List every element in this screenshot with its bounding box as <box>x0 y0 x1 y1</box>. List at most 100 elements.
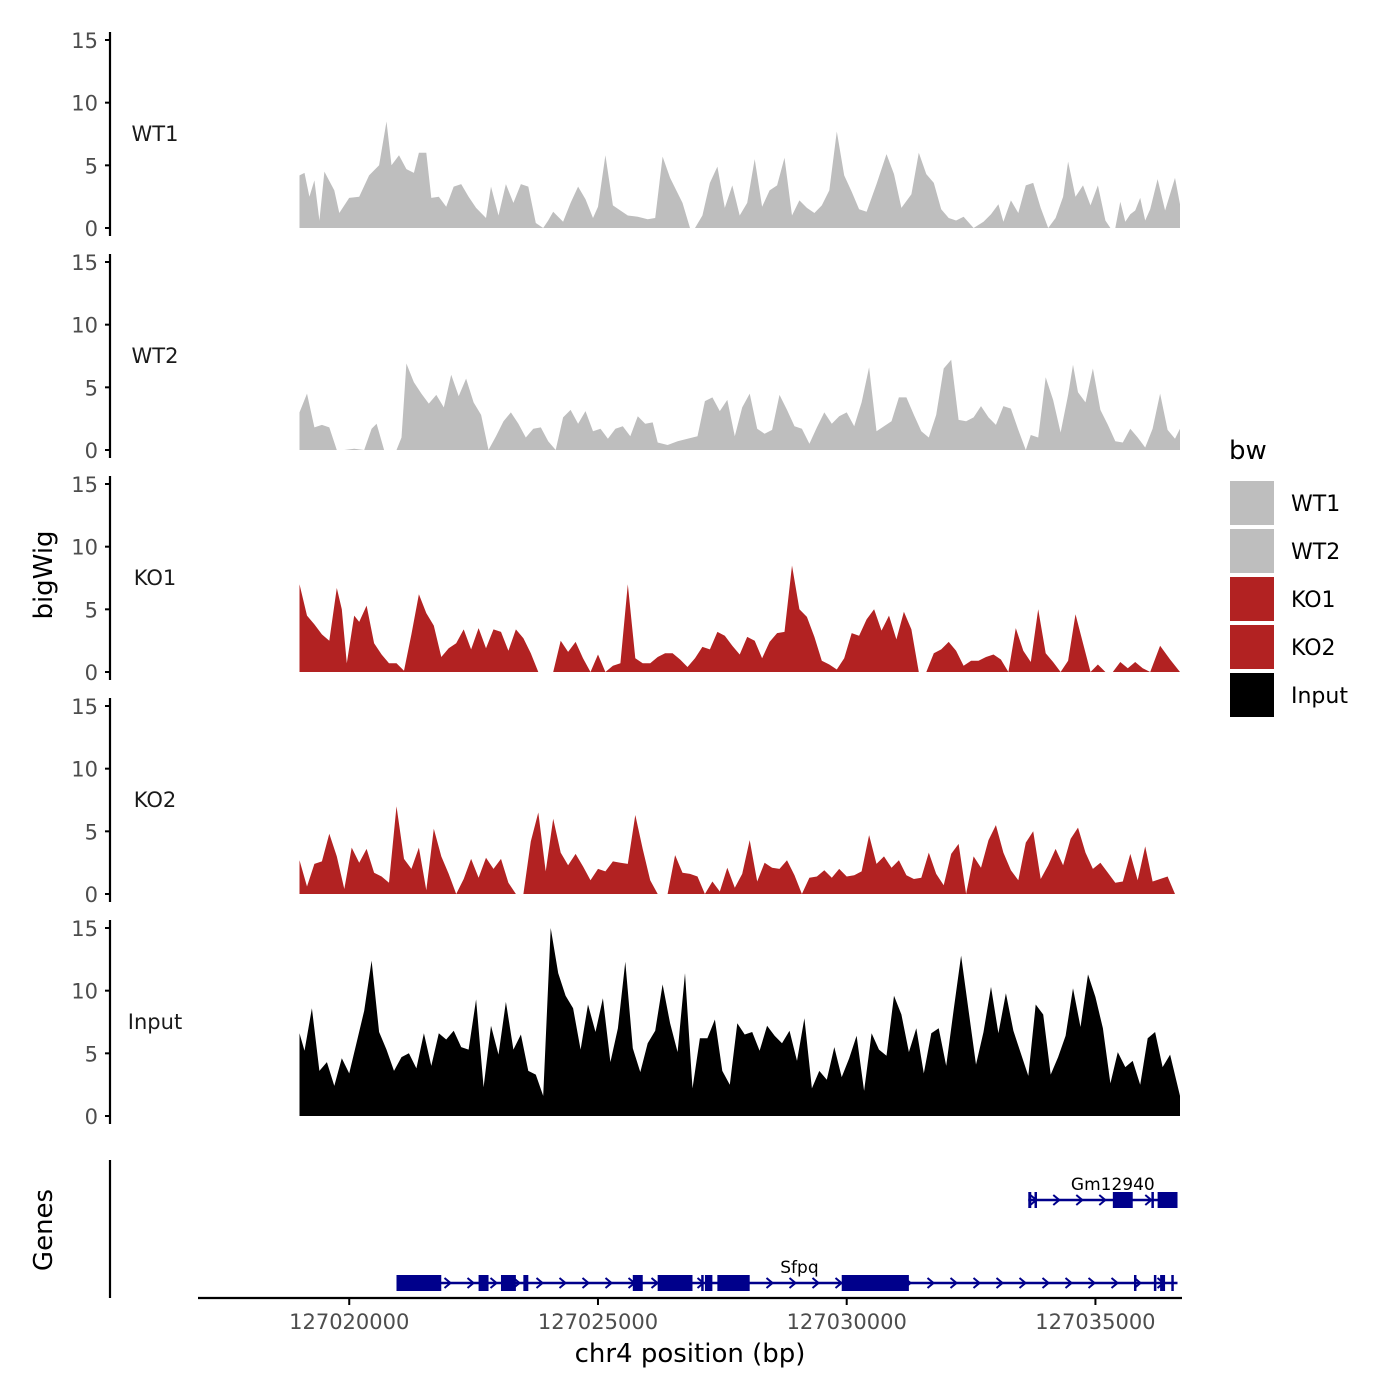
strand-arrow <box>466 1277 476 1289</box>
exon <box>523 1275 529 1291</box>
strand-arrow <box>811 1277 821 1289</box>
x-tick-label: 127020000 <box>289 1310 409 1334</box>
y-tick-label: 15 <box>71 473 98 497</box>
track-label-input: Input <box>128 1010 182 1034</box>
strand-arrow <box>765 1277 775 1289</box>
y-tick-label: 0 <box>85 883 98 907</box>
x-tick-label: 127035000 <box>1035 1310 1155 1334</box>
strand-arrow <box>1144 1194 1153 1206</box>
strand-arrow <box>581 1277 591 1289</box>
strand-arrow <box>1087 1277 1097 1289</box>
legend-key-wt1 <box>1230 481 1274 525</box>
area-input <box>299 928 1180 1116</box>
strand-arrow <box>443 1277 453 1289</box>
genes-axis-title: Genes <box>29 1189 59 1271</box>
strand-arrow <box>995 1277 1005 1289</box>
gene-gm12940: Gm12940 <box>1028 1175 1178 1208</box>
x-axis-title: chr4 position (bp) <box>575 1339 806 1369</box>
track-wt2: 0 5 10 15 WT2 <box>71 251 1180 463</box>
y-tick-label: 5 <box>85 820 98 844</box>
strand-arrow <box>650 1277 660 1289</box>
strand-arrow <box>1041 1277 1051 1289</box>
y-tick-label: 0 <box>85 217 98 241</box>
x-axis: 127020000 127025000 127030000 127035000 <box>198 1296 1182 1334</box>
track-input: 0 5 10 15 Input <box>71 917 1180 1129</box>
strand-arrow <box>604 1277 614 1289</box>
area-ko2 <box>299 806 1175 894</box>
exon <box>1157 1192 1178 1208</box>
legend-title: bw <box>1229 436 1267 466</box>
strand-arrow <box>1018 1277 1028 1289</box>
y-tick-label: 0 <box>85 439 98 463</box>
exon <box>632 1275 643 1291</box>
strand-arrow <box>1098 1194 1107 1206</box>
strand-arrow <box>1075 1194 1084 1206</box>
exon <box>478 1275 489 1291</box>
exon <box>657 1275 693 1291</box>
gene-label-sfpq: Sfpq <box>780 1258 818 1278</box>
y-tick-label: 15 <box>71 251 98 275</box>
exon <box>841 1275 909 1291</box>
legend: WT1 WT2 KO1 KO2 Input <box>1230 481 1348 717</box>
track-ko1: 0 5 10 15 KO1 <box>71 473 1180 685</box>
y-tick-label: 0 <box>85 661 98 685</box>
track-label-wt2: WT2 <box>132 344 179 368</box>
strand-arrow <box>558 1277 568 1289</box>
strand-arrow <box>788 1277 798 1289</box>
strand-arrow <box>1133 1277 1143 1289</box>
y-tick-label: 5 <box>85 154 98 178</box>
strand-arrow <box>489 1277 499 1289</box>
exon <box>1112 1192 1133 1208</box>
legend-label-wt1: WT1 <box>1291 492 1340 517</box>
y-tick-label: 10 <box>71 92 98 116</box>
track-wt1: 0 5 10 15 WT1 <box>71 29 1180 241</box>
gene-track: Gm12940 Sfpq <box>108 1160 1178 1298</box>
gene-label-gm12940: Gm12940 <box>1071 1175 1155 1195</box>
track-label-ko2: KO2 <box>134 788 177 812</box>
exon <box>717 1275 750 1291</box>
legend-label-wt2: WT2 <box>1291 540 1340 565</box>
exon <box>1028 1192 1032 1208</box>
legend-label-ko2: KO2 <box>1291 636 1336 661</box>
legend-key-input <box>1230 673 1274 717</box>
track-label-ko1: KO1 <box>134 566 177 590</box>
strand-arrow <box>1064 1277 1074 1289</box>
strand-arrow <box>972 1277 982 1289</box>
strand-arrow <box>834 1277 844 1289</box>
y-tick-label: 10 <box>71 314 98 338</box>
y-tick-label: 0 <box>85 1105 98 1129</box>
x-tick-label: 127030000 <box>787 1310 907 1334</box>
y-axis-title: bigWig <box>29 530 59 619</box>
y-tick-label: 15 <box>71 695 98 719</box>
tracks-group: 0 5 10 15 WT1 0 5 10 15 WT2 0 5 10 15 KO1 0 5 10 15 KO2 0 5 10… <box>71 29 1180 1129</box>
legend-label-input: Input <box>1291 684 1348 709</box>
y-tick-label: 15 <box>71 29 98 53</box>
y-tick-label: 10 <box>71 980 98 1004</box>
y-tick-label: 10 <box>71 758 98 782</box>
exon <box>500 1275 516 1291</box>
y-tick-label: 5 <box>85 376 98 400</box>
track-label-wt1: WT1 <box>132 122 179 146</box>
area-wt2 <box>299 359 1180 450</box>
strand-arrow <box>535 1277 545 1289</box>
exon <box>396 1275 442 1291</box>
strand-arrow <box>949 1277 959 1289</box>
x-tick-label: 127025000 <box>538 1310 658 1334</box>
strand-arrow <box>926 1277 936 1289</box>
exon <box>1160 1275 1166 1291</box>
strand-arrow <box>1052 1194 1061 1206</box>
area-wt1 <box>299 121 1180 228</box>
area-ko1 <box>299 565 1180 672</box>
legend-key-ko2 <box>1230 625 1274 669</box>
y-tick-label: 15 <box>71 917 98 941</box>
track-ko2: 0 5 10 15 KO2 <box>71 695 1175 907</box>
legend-key-ko1 <box>1230 577 1274 621</box>
legend-key-wt2 <box>1230 529 1274 573</box>
y-tick-label: 5 <box>85 598 98 622</box>
strand-arrow <box>1110 1277 1120 1289</box>
legend-label-ko1: KO1 <box>1291 588 1336 613</box>
y-tick-label: 5 <box>85 1042 98 1066</box>
gene-sfpq: Sfpq <box>396 1258 1178 1291</box>
exon <box>704 1275 713 1291</box>
